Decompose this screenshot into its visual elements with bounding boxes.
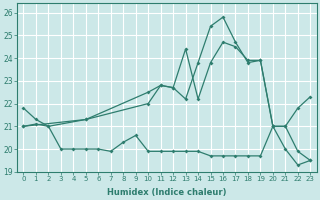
X-axis label: Humidex (Indice chaleur): Humidex (Indice chaleur) xyxy=(107,188,227,197)
